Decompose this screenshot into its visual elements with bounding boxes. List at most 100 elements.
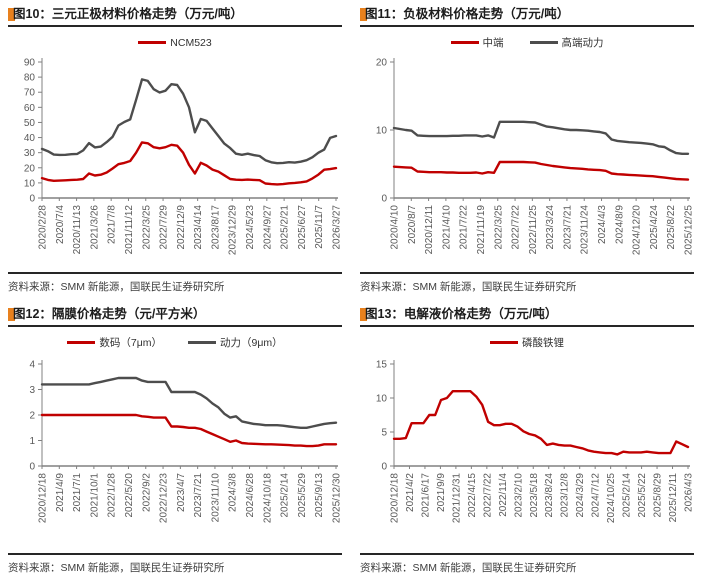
x-tick-label: 2022/11/4 [498,473,509,517]
x-tick-label: 2024/6/28 [245,473,256,518]
x-tick-label: 2022/11/25 [528,205,539,255]
x-tick-label: 2021/7/1 [72,473,83,512]
source-text: 资料来源：SMM 新能源，国联民生证券研究所 [8,281,225,293]
source-text: 资料来源：SMM 新能源，国联民生证券研究所 [360,562,577,574]
y-tick-label: 20 [376,58,388,69]
x-tick-label: 2022/7/22 [482,473,493,518]
y-tick-label: 70 [24,88,36,99]
x-tick-label: 2023/3/24 [545,205,556,250]
x-tick-label: 2023/5/18 [529,473,540,518]
legend-label: 磷酸铁锂 [522,337,564,349]
figure-12-panel: 图12：隔膜价格走势（元/平方米） 数码（7μm） 动力（9μm） 0 1 2 3 4 20… [0,300,352,581]
y-tick-label: 0 [381,194,387,205]
legend-label: 数码（7μm） [99,337,162,349]
y-tick-label: 5 [381,428,387,439]
x-tick-label: 2025/12/11 [668,473,679,523]
x-tick-label: 2024/4/3 [597,205,608,244]
x-tick-label: 2024/9/27 [262,205,273,250]
x-tick-label: 2021/4/9 [55,473,66,512]
y-tick-label: 90 [24,58,36,69]
x-tick-label: 2024/12/20 [632,205,643,255]
x-tick-label: 2021/11/19 [476,205,487,255]
x-tick-label: 2025/8/22 [666,205,677,250]
title-bullet-icon [360,8,367,21]
y-tick-label: 0 [29,194,35,205]
legend-line-swatch [188,341,216,344]
x-tick-label: 2025/4/24 [649,205,660,250]
figure-11-header: 图11：负极材料价格走势（万元/吨） [360,7,694,27]
x-tick-label: 2022/7/22 [511,205,522,250]
legend-label: 高端动力 [561,37,604,49]
x-tick-label: 2023/4/7 [176,473,187,512]
x-tick-label: 2025/12/25 [684,205,695,255]
x-tick-label: 2023/11/24 [580,205,591,255]
x-tick-label: 2024/8/9 [614,205,625,244]
x-tick-label: 2024/10/25 [606,473,617,523]
figure-13-line-chart: 0 5 10 15 2020/12/18 2021/4/2 2021/6/17 2021/9/… [376,360,694,524]
figure-12-line-chart: 0 1 2 3 4 2020/12/18 2021/4/9 2021/7/1 2021/10/1… [29,360,342,524]
x-tick-label: 2025/11/7 [314,205,325,249]
figure-13-source-row: 资料来源：SMM 新能源，国联民生证券研究所 [360,553,694,581]
y-tick-label: 10 [376,394,388,405]
figure-13-header: 图13：电解液价格走势（万元/吨） [360,307,694,327]
y-tick-label: 60 [24,103,36,114]
figure-10-source-row: 资料来源：SMM 新能源，国联民生证券研究所 [8,272,342,300]
y-tick-label: 2 [29,411,35,422]
x-tick-label: 2024/3/8 [228,473,239,512]
x-tick-label: 2020/12/18 [38,473,49,523]
figure-11-panel: 图11：负极材料价格走势（万元/吨） 中端 高端动力 0 10 20 2020/4/10… [352,0,704,300]
x-tick-label: 2023/12/29 [228,205,239,255]
y-tick-label: 10 [24,178,36,189]
series-line [40,141,338,186]
x-tick-label: 2022/3/25 [141,205,152,250]
figure-10-title: 图10：三元正极材料价格走势（万元/吨） [13,7,243,21]
x-tick-label: 2024/10/18 [262,473,273,523]
x-tick-label: 2021/4/10 [441,205,452,250]
figure-10-panel: 图10：三元正极材料价格走势（万元/吨） NCM523 0 10 20 30 40 50 6… [0,0,352,300]
x-tick-label: 2021/12/31 [451,473,462,523]
figure-11-line-chart: 0 10 20 2020/4/10 2020/8/7 2020/12/11 2021/4/1… [376,58,695,256]
x-tick-label: 2020/2/28 [38,205,49,250]
x-tick-label: 2023/8/17 [210,205,221,250]
source-text: 资料来源：SMM 新能源，国联民生证券研究所 [360,281,577,293]
title-bullet-icon [8,8,15,21]
title-bullet-icon [360,308,367,321]
figure-13-panel: 图13：电解液价格走势（万元/吨） 磷酸铁锂 0 5 10 15 2020/12/18 2… [352,300,704,581]
x-tick-label: 2020/12/11 [424,205,435,255]
x-tick-label: 2021/9/9 [436,473,447,512]
x-tick-label: 2021/10/1 [89,473,100,518]
x-tick-label: 2022/12/9 [176,205,187,250]
legend-item: 中端 [450,35,504,50]
x-tick-label: 2023/12/8 [560,473,571,518]
legend-item: NCM523 [138,36,212,49]
x-tick-label: 2022/7/29 [159,205,170,250]
x-tick-label: 2021/3/26 [89,205,100,250]
figure-12-source-row: 资料来源：SMM 新能源，国联民生证券研究所 [8,553,342,581]
x-tick-label: 2022/12/23 [159,473,170,523]
legend-label: NCM523 [170,36,212,49]
legend-line-swatch [490,341,518,344]
x-tick-label: 2025/2/21 [280,205,291,250]
legend-item: 动力（9μm） [188,335,283,350]
figure-10-line-chart: 0 10 20 30 40 50 60 70 80 90 2020/2/28 2020/7/4 2020… [24,58,342,256]
legend-item: 磷酸铁锂 [490,335,564,350]
x-tick-label: 2022/1/28 [107,473,118,518]
x-tick-label: 2021/6/17 [420,473,431,518]
x-tick-label: 2023/7/21 [562,205,573,250]
x-tick-label: 2020/8/7 [407,205,418,244]
x-tick-label: 2024/3/29 [575,473,586,518]
y-tick-label: 1 [29,436,35,447]
x-tick-label: 2021/11/12 [124,205,135,255]
figure-11-source-row: 资料来源：SMM 新能源，国联民生证券研究所 [360,272,694,300]
x-tick-label: 2025/8/29 [653,473,664,518]
x-tick-label: 2025/5/22 [637,473,648,518]
legend-line-swatch [450,41,479,44]
y-tick-label: 4 [29,360,35,371]
y-tick-label: 30 [24,148,36,159]
x-tick-label: 2020/11/13 [72,205,83,255]
x-tick-label: 2022/5/20 [124,473,135,518]
x-tick-label: 2024/5/23 [245,205,256,250]
x-tick-label: 2020/12/18 [390,473,401,523]
x-tick-label: 2025/9/13 [314,473,325,518]
series-line [392,120,690,156]
